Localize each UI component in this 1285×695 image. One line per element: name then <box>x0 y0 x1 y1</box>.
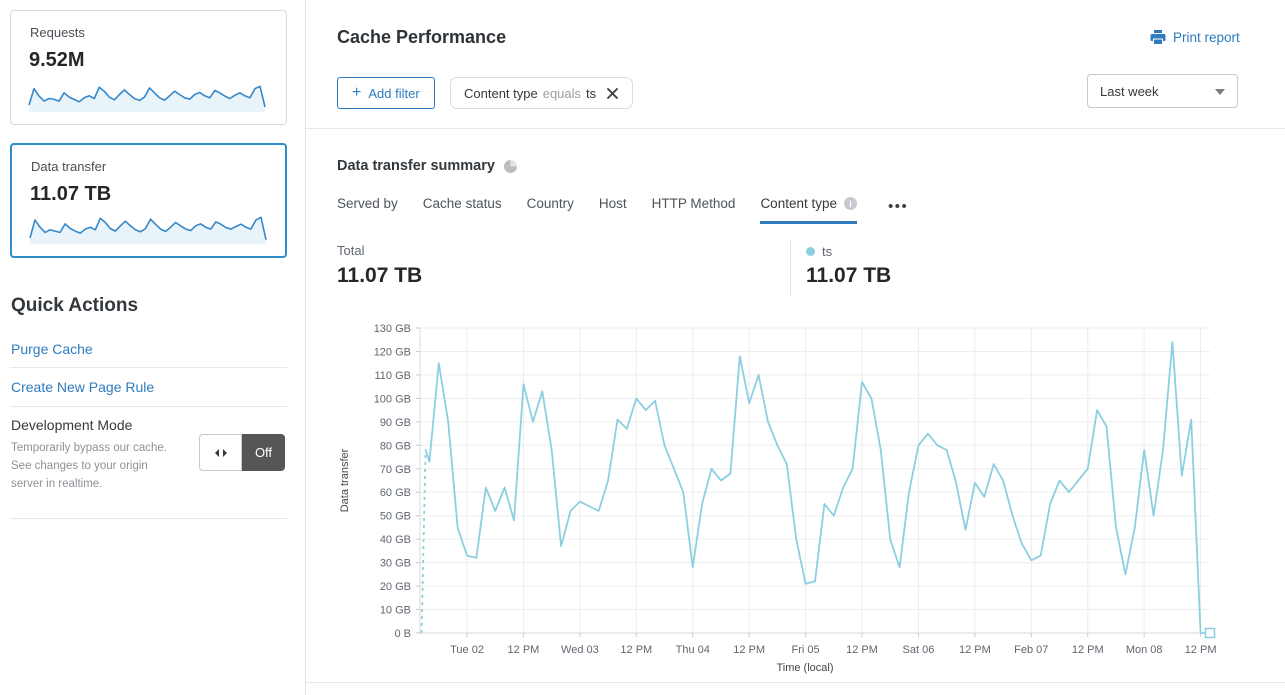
sidebar: Requests 9.52M Data transfer 11.07 TB Qu… <box>0 0 306 695</box>
tab-content-type[interactable]: Content type i <box>760 196 857 224</box>
tab-content-type-label: Content type <box>760 196 837 211</box>
quick-actions-title: Quick Actions <box>11 295 139 316</box>
svg-text:Thu 04: Thu 04 <box>676 644 710 656</box>
printer-icon <box>1150 29 1166 45</box>
date-range-select[interactable]: Last week <box>1087 74 1238 108</box>
filter-field: Content type <box>464 85 538 101</box>
svg-text:130 GB: 130 GB <box>374 323 411 335</box>
page-title: Cache Performance <box>337 27 507 47</box>
tab-country[interactable]: Country <box>526 196 574 211</box>
print-report-link[interactable]: Print report <box>1150 29 1240 45</box>
total-stat-value: 11.07 TB <box>337 264 423 287</box>
svg-text:12 PM: 12 PM <box>1072 644 1104 656</box>
divider <box>10 367 287 368</box>
svg-text:100 GB: 100 GB <box>374 393 411 405</box>
metric-card-requests[interactable]: Requests 9.52M <box>10 10 287 125</box>
filter-value: ts <box>586 85 597 101</box>
divider <box>10 406 287 407</box>
svg-text:80 GB: 80 GB <box>380 440 411 452</box>
data-transfer-label: Data transfer <box>31 159 107 174</box>
svg-text:Tue 02: Tue 02 <box>450 644 484 656</box>
tab-host[interactable]: Host <box>598 196 627 211</box>
svg-text:60 GB: 60 GB <box>380 487 411 499</box>
svg-text:10 GB: 10 GB <box>380 605 411 617</box>
divider <box>306 682 1285 683</box>
svg-text:110 GB: 110 GB <box>375 370 412 382</box>
ts-stat-value: 11.07 TB <box>806 264 892 287</box>
svg-text:30 GB: 30 GB <box>380 558 411 570</box>
svg-text:0 B: 0 B <box>394 628 411 640</box>
data-transfer-sparkline-chart <box>29 216 267 244</box>
requests-value: 9.52M <box>29 49 85 71</box>
divider <box>306 128 1285 129</box>
svg-text:50 GB: 50 GB <box>380 511 411 523</box>
svg-text:Mon 08: Mon 08 <box>1126 644 1163 656</box>
data-freshness-icon <box>503 159 517 173</box>
more-tabs-button[interactable]: ••• <box>888 198 909 215</box>
svg-text:12 PM: 12 PM <box>959 644 991 656</box>
divider <box>10 518 287 519</box>
svg-text:Fri 05: Fri 05 <box>792 644 820 656</box>
svg-text:12 PM: 12 PM <box>1185 644 1217 656</box>
info-icon[interactable]: i <box>844 197 857 210</box>
dimension-tabs: Served by Cache status Country Host HTTP… <box>337 196 908 224</box>
svg-text:70 GB: 70 GB <box>380 464 411 476</box>
date-range-value: Last week <box>1100 83 1159 99</box>
svg-text:Sat 06: Sat 06 <box>903 644 935 656</box>
chevron-down-icon <box>1215 89 1225 95</box>
svg-text:120 GB: 120 GB <box>374 346 411 358</box>
add-filter-label: Add filter <box>368 85 420 101</box>
svg-text:Wed 03: Wed 03 <box>561 644 599 656</box>
svg-text:90 GB: 90 GB <box>380 417 411 429</box>
svg-text:Feb 07: Feb 07 <box>1014 644 1048 656</box>
total-stat-label: Total <box>337 243 365 258</box>
purge-cache-link[interactable]: Purge Cache <box>11 341 93 357</box>
data-transfer-line-chart: 0 B 10 GB 20 GB 30 GB 40 GB 50 GB 60 GB 70 GB 80… <box>339 323 1217 674</box>
create-page-rule-link[interactable]: Create New Page Rule <box>11 379 155 395</box>
data-transfer-value: 11.07 TB <box>30 183 112 205</box>
svg-text:12 PM: 12 PM <box>733 644 765 656</box>
svg-text:Data transfer: Data transfer <box>339 448 351 512</box>
toggle-arrows-icon <box>199 434 242 471</box>
svg-text:12 PM: 12 PM <box>620 644 652 656</box>
print-report-label: Print report <box>1173 29 1240 45</box>
ts-stat-label: ts <box>822 244 833 259</box>
development-mode-description: Temporarily bypass our cache. See change… <box>11 442 167 490</box>
ts-legend-dot-icon <box>806 247 815 256</box>
svg-text:12 PM: 12 PM <box>846 644 878 656</box>
tab-served-by[interactable]: Served by <box>337 196 398 211</box>
svg-text:40 GB: 40 GB <box>380 534 411 546</box>
tab-http-method[interactable]: HTTP Method <box>651 196 736 211</box>
toggle-off-label: Off <box>242 434 285 471</box>
filter-remove-icon[interactable] <box>606 87 619 100</box>
divider <box>790 240 791 297</box>
requests-sparkline-chart <box>28 85 266 112</box>
plus-icon: + <box>352 83 362 101</box>
svg-text:20 GB: 20 GB <box>380 581 411 593</box>
svg-text:Time (local): Time (local) <box>776 662 833 674</box>
summary-title-row: Data transfer summary <box>337 158 517 174</box>
tab-cache-status[interactable]: Cache status <box>422 196 502 211</box>
development-mode-toggle[interactable]: Off <box>199 434 285 471</box>
requests-label: Requests <box>30 25 85 40</box>
add-filter-button[interactable]: + Add filter <box>337 77 435 109</box>
filter-operator: equals <box>542 85 582 101</box>
development-mode-title: Development Mode <box>11 417 133 433</box>
filter-chip-content-type[interactable]: Content type equals ts <box>450 77 634 109</box>
metric-card-data-transfer[interactable]: Data transfer 11.07 TB <box>10 143 287 258</box>
svg-text:12 PM: 12 PM <box>508 644 540 656</box>
summary-title: Data transfer summary <box>337 158 495 174</box>
